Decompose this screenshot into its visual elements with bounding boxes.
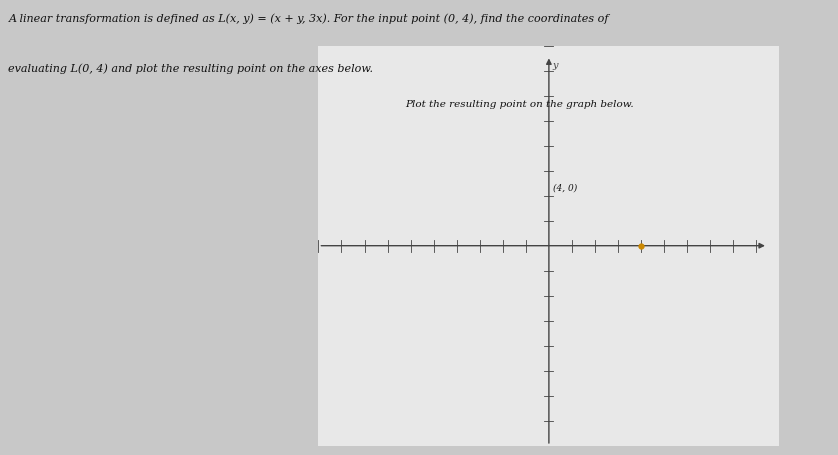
Text: (4, 0): (4, 0) <box>554 184 577 192</box>
Text: Plot the resulting point on the graph below.: Plot the resulting point on the graph be… <box>406 100 634 109</box>
Text: evaluating L(0, 4) and plot the resulting point on the axes below.: evaluating L(0, 4) and plot the resultin… <box>8 64 374 74</box>
Text: y: y <box>552 61 558 70</box>
Text: A linear transformation is defined as L(x, y) = (x + y, 3x). For the input point: A linear transformation is defined as L(… <box>8 14 609 24</box>
